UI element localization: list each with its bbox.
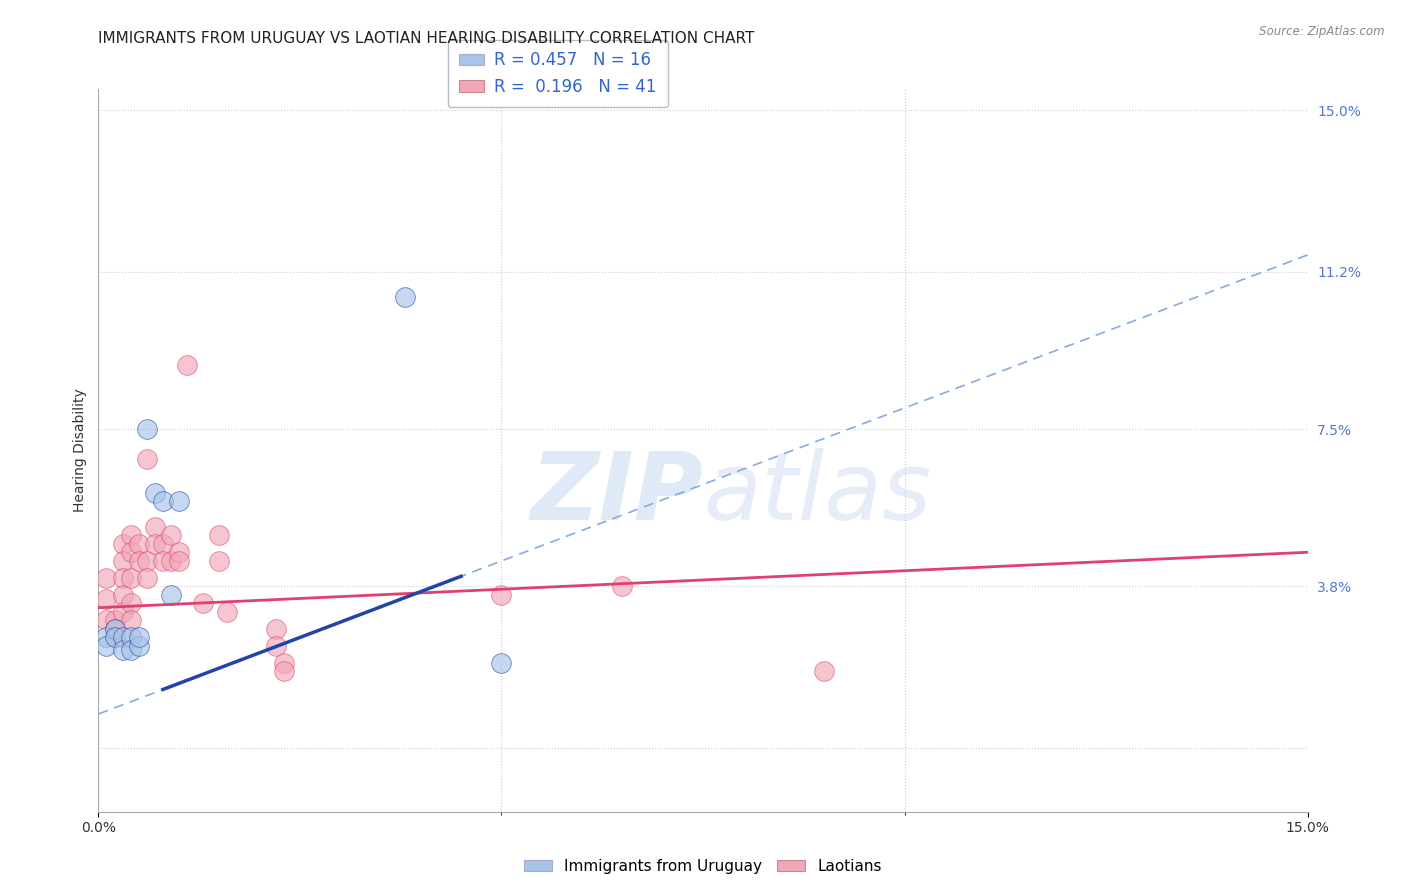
Point <box>120 571 142 585</box>
Point <box>103 631 125 645</box>
Point <box>96 631 118 645</box>
Point <box>160 528 183 542</box>
Point <box>103 622 125 636</box>
Point <box>96 614 118 628</box>
Point <box>160 588 183 602</box>
Point <box>264 622 287 636</box>
Point <box>394 290 416 304</box>
Point <box>96 639 118 653</box>
Point <box>143 486 166 500</box>
Point <box>143 537 166 551</box>
Point <box>96 571 118 585</box>
Point <box>135 452 157 467</box>
Point <box>135 554 157 568</box>
Point <box>120 545 142 559</box>
Point <box>111 571 134 585</box>
Point <box>111 588 134 602</box>
Point <box>491 588 513 602</box>
Point <box>111 643 134 657</box>
Text: atlas: atlas <box>703 449 931 540</box>
Point <box>135 571 157 585</box>
Legend: Immigrants from Uruguay, Laotians: Immigrants from Uruguay, Laotians <box>519 853 887 880</box>
Point <box>120 631 142 645</box>
Legend: R = 0.457   N = 16, R =  0.196   N = 41: R = 0.457 N = 16, R = 0.196 N = 41 <box>447 40 668 107</box>
Point <box>111 537 134 551</box>
Point <box>103 622 125 636</box>
Point <box>167 545 190 559</box>
Y-axis label: Hearing Disability: Hearing Disability <box>73 389 87 512</box>
Point <box>120 643 142 657</box>
Point <box>217 605 239 619</box>
Point <box>111 605 134 619</box>
Point <box>176 359 198 373</box>
Point <box>160 554 183 568</box>
Point <box>128 631 150 645</box>
Point <box>152 494 174 508</box>
Point <box>96 592 118 607</box>
Point <box>103 631 125 645</box>
Point <box>612 579 634 593</box>
Point <box>143 520 166 534</box>
Point <box>491 656 513 670</box>
Text: ZIP: ZIP <box>530 448 703 540</box>
Point <box>120 528 142 542</box>
Point <box>208 554 231 568</box>
Point <box>264 639 287 653</box>
Point <box>111 554 134 568</box>
Point <box>135 422 157 436</box>
Text: IMMIGRANTS FROM URUGUAY VS LAOTIAN HEARING DISABILITY CORRELATION CHART: IMMIGRANTS FROM URUGUAY VS LAOTIAN HEARI… <box>98 31 755 46</box>
Point <box>167 494 190 508</box>
Point <box>193 597 215 611</box>
Point <box>120 597 142 611</box>
Point <box>152 537 174 551</box>
Point <box>128 537 150 551</box>
Point <box>128 639 150 653</box>
Point <box>273 665 295 679</box>
Point <box>152 554 174 568</box>
Point <box>103 614 125 628</box>
Point <box>273 656 295 670</box>
Point <box>128 554 150 568</box>
Point <box>111 631 134 645</box>
Point <box>813 665 835 679</box>
Point <box>120 614 142 628</box>
Text: Source: ZipAtlas.com: Source: ZipAtlas.com <box>1260 25 1385 38</box>
Point <box>167 554 190 568</box>
Point <box>208 528 231 542</box>
